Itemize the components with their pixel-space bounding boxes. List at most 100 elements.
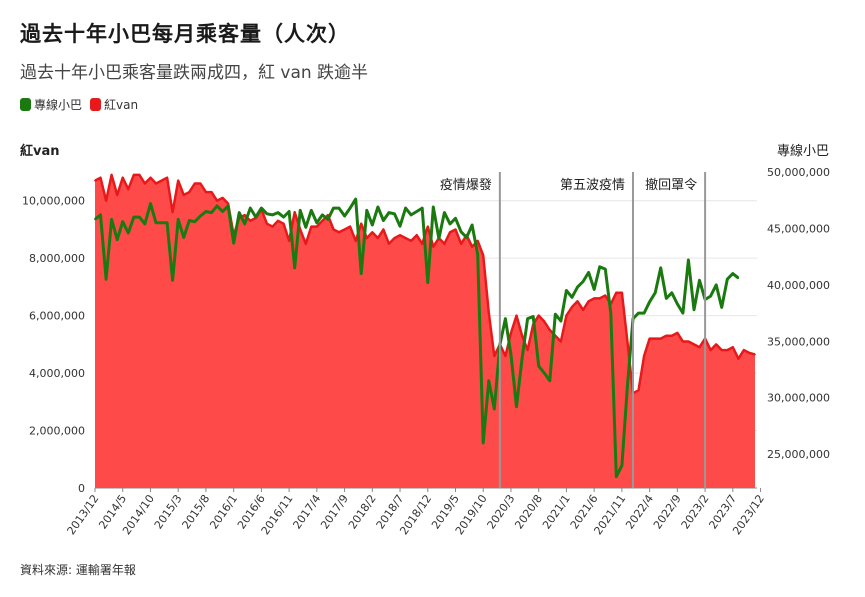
red-van-point — [682, 340, 684, 343]
red-van-point — [360, 222, 363, 225]
green-minibus-point — [388, 211, 390, 214]
red-van-point — [144, 182, 146, 185]
green-minibus-point — [654, 292, 656, 294]
red-van-point — [571, 306, 573, 308]
green-minibus-point — [271, 214, 274, 216]
red-van-point — [182, 194, 185, 196]
legend: 專線小巴 紅van — [20, 96, 138, 113]
green-minibus-point — [515, 405, 518, 408]
green-minibus-point — [687, 259, 690, 261]
red-van-point — [748, 352, 751, 354]
green-minibus-point — [366, 209, 368, 212]
green-minibus-point — [127, 232, 130, 234]
red-van-point — [543, 320, 545, 323]
green-minibus-point — [521, 357, 523, 360]
green-minibus-point — [504, 317, 507, 320]
green-minibus-point — [249, 207, 252, 209]
green-minibus-point — [260, 207, 263, 209]
red-van-point — [166, 176, 168, 179]
green-minibus-point — [166, 222, 168, 224]
green-minibus-point — [377, 206, 379, 208]
green-minibus-point — [715, 284, 717, 286]
red-van-point — [637, 389, 640, 392]
green-minibus-point — [465, 236, 468, 239]
green-minibus-point — [138, 216, 141, 218]
green-minibus-point — [133, 216, 135, 218]
red-van-point — [382, 228, 385, 231]
red-van-point — [249, 220, 252, 222]
red-van-point — [205, 191, 207, 193]
right-tick-label: 25,000,000 — [767, 448, 830, 461]
red-van-point — [449, 231, 451, 234]
green-minibus-point — [598, 266, 601, 268]
green-minibus-point — [282, 216, 285, 218]
green-minibus-point — [199, 215, 202, 217]
red-van-point — [155, 182, 157, 185]
left-tick-label: 8,000,000 — [29, 252, 85, 265]
green-minibus-point — [576, 286, 579, 288]
green-minibus-point — [149, 202, 152, 205]
green-minibus-point — [210, 211, 213, 214]
red-van-point — [476, 240, 479, 242]
red-van-point — [415, 234, 418, 236]
red-van-point — [643, 355, 645, 357]
green-minibus-point — [293, 267, 296, 269]
annotation-label: 第五波疫情 — [560, 177, 625, 193]
green-minibus-point — [238, 211, 240, 214]
red-van-point — [393, 237, 396, 239]
green-minibus-point — [188, 219, 191, 222]
red-van-point — [371, 231, 374, 234]
red-van-point — [471, 245, 473, 248]
red-van-point — [116, 194, 118, 196]
legend-label-red: 紅van — [104, 98, 139, 112]
x-tick-label: 2017/9 — [318, 492, 351, 531]
x-tick-label: 2023/2 — [679, 492, 712, 531]
red-van-point — [488, 312, 490, 314]
red-van-point — [587, 300, 590, 303]
red-van-point — [305, 243, 307, 245]
green-minibus-point — [488, 380, 490, 382]
red-van-area — [95, 174, 755, 488]
green-minibus-point — [110, 218, 113, 221]
red-van-point — [687, 340, 690, 343]
red-van-point — [194, 182, 196, 185]
red-van-point — [754, 353, 756, 356]
chart-title: 過去十年小巴每月乘客量（人次） — [20, 22, 350, 46]
red-van-point — [338, 231, 340, 234]
red-van-point — [510, 332, 512, 334]
right-tick-label: 45,000,000 — [767, 222, 830, 235]
red-van-point — [709, 349, 712, 351]
red-van-point — [133, 174, 135, 176]
green-minibus-point — [593, 288, 595, 291]
green-minibus-point — [698, 279, 701, 282]
green-minibus-point — [410, 214, 412, 216]
green-minibus-point — [349, 207, 351, 209]
green-minibus-point — [626, 385, 629, 388]
green-minibus-point — [316, 222, 318, 224]
red-van-point — [460, 243, 462, 245]
legend-item-green[interactable]: 專線小巴 — [20, 96, 82, 113]
green-minibus-point — [404, 207, 407, 209]
red-van-point — [282, 222, 285, 225]
legend-item-red[interactable]: 紅van — [90, 96, 138, 113]
green-minibus-point — [610, 312, 612, 314]
red-van-point — [271, 225, 274, 228]
green-minibus-point — [582, 280, 584, 283]
red-van-point — [404, 237, 407, 239]
red-van-point — [127, 188, 130, 190]
green-minibus-point — [549, 380, 551, 382]
red-van-point — [421, 243, 424, 245]
green-minibus-point — [659, 267, 662, 269]
x-tick-label: 2022/9 — [651, 492, 684, 531]
green-minibus-point — [382, 219, 385, 222]
green-minibus-point — [476, 253, 479, 256]
green-minibus-point — [621, 464, 623, 467]
red-van-point — [621, 291, 623, 294]
green-minibus-point — [532, 315, 534, 318]
annotations: 疫情爆發 第五波疫情 撤回罩令 — [440, 172, 707, 488]
green-minibus-point — [421, 207, 424, 209]
green-minibus-point — [732, 272, 734, 275]
red-van-point — [671, 334, 673, 337]
source-note: 資料來源: 運輸署年報 — [20, 563, 136, 577]
red-van-point — [443, 243, 446, 245]
